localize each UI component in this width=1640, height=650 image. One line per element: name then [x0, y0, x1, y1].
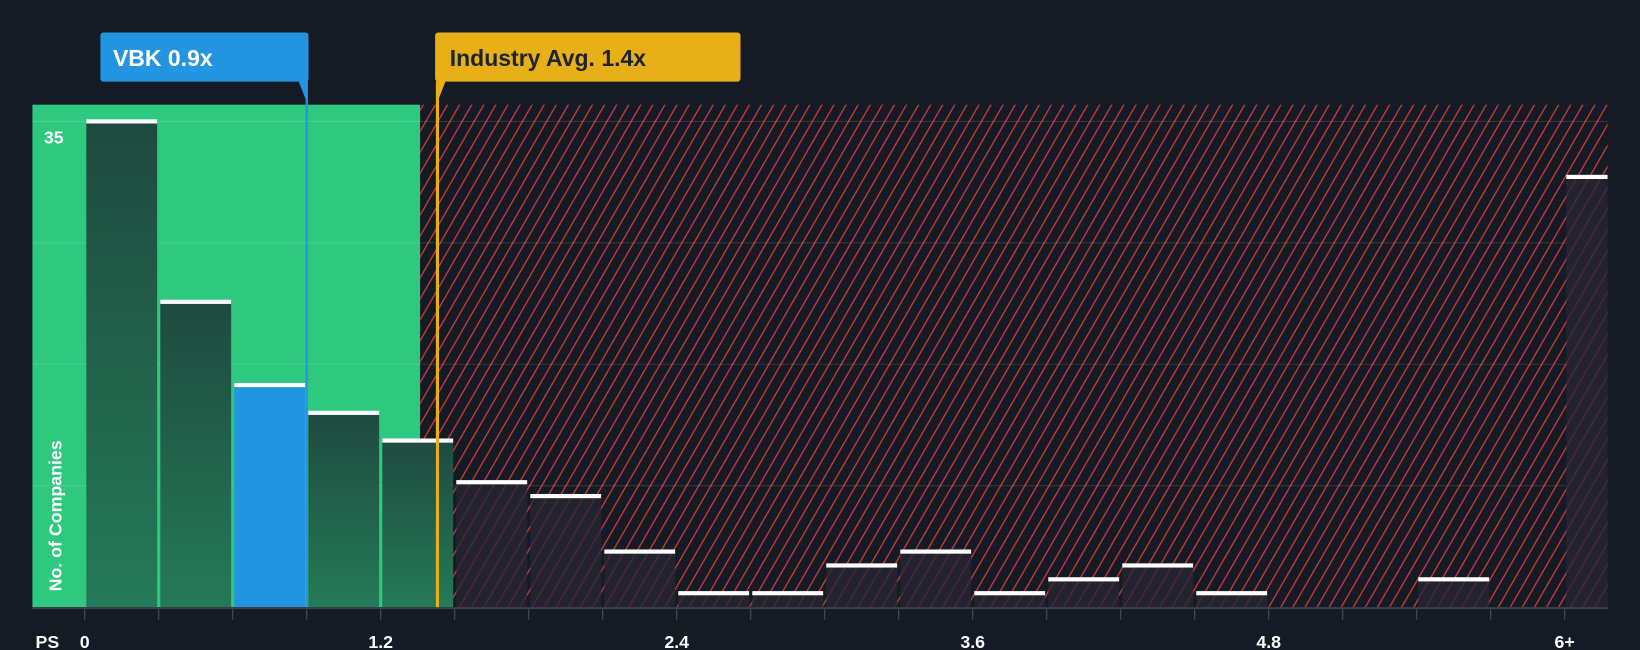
bar-cap — [1196, 591, 1268, 596]
bar-cap — [530, 493, 602, 499]
industry-callout: Industry Avg. 1.4x — [435, 32, 741, 105]
bar — [1122, 565, 1194, 608]
company-callout: VBK 0.9x — [100, 32, 309, 105]
bar — [86, 121, 158, 608]
bar — [1048, 579, 1120, 608]
bar — [382, 440, 454, 608]
x-tick-label: 4.8 — [1256, 632, 1281, 650]
x-tick-label: 1.2 — [368, 632, 393, 650]
bar-cap — [234, 382, 306, 388]
bar-cap — [86, 119, 158, 124]
overvalued-region — [420, 104, 1608, 608]
bar — [604, 551, 676, 608]
bar — [900, 551, 972, 608]
company-label: VBK 0.9x — [113, 45, 213, 71]
bar-cap — [826, 563, 898, 568]
bar-cap — [1566, 174, 1608, 180]
bar-cap — [604, 549, 676, 554]
bar — [234, 385, 306, 608]
bar-cap — [308, 410, 380, 415]
x-tick-label: 2.4 — [664, 632, 689, 650]
bar — [530, 496, 602, 608]
bar-cap — [456, 480, 528, 485]
bar — [752, 593, 824, 608]
bar-cap — [900, 549, 972, 554]
bar-cap — [678, 591, 750, 596]
y-axis-label: No. of Companies — [46, 440, 66, 591]
x-tick-label: 6+ — [1555, 632, 1575, 650]
industry-label: Industry Avg. 1.4x — [450, 45, 647, 71]
bar-cap — [1048, 577, 1120, 582]
bar-cap — [974, 591, 1046, 596]
bar — [308, 412, 380, 608]
bar-cap — [160, 299, 232, 304]
bar — [974, 593, 1046, 608]
bar — [1566, 176, 1608, 608]
bar-cap — [1418, 577, 1490, 582]
x-axis-label: PS — [36, 632, 60, 650]
bar — [1418, 579, 1490, 608]
bar — [160, 301, 232, 608]
bar-cap — [752, 591, 824, 596]
bar — [678, 593, 750, 608]
bar — [456, 482, 528, 608]
bar — [826, 565, 898, 608]
x-tick-label: 0 — [80, 632, 90, 650]
y-max-label: 35 — [44, 127, 64, 147]
x-tick-label: 3.6 — [960, 632, 985, 650]
bar-cap — [382, 438, 454, 443]
bar-cap — [1122, 563, 1194, 568]
bar — [1196, 593, 1268, 608]
